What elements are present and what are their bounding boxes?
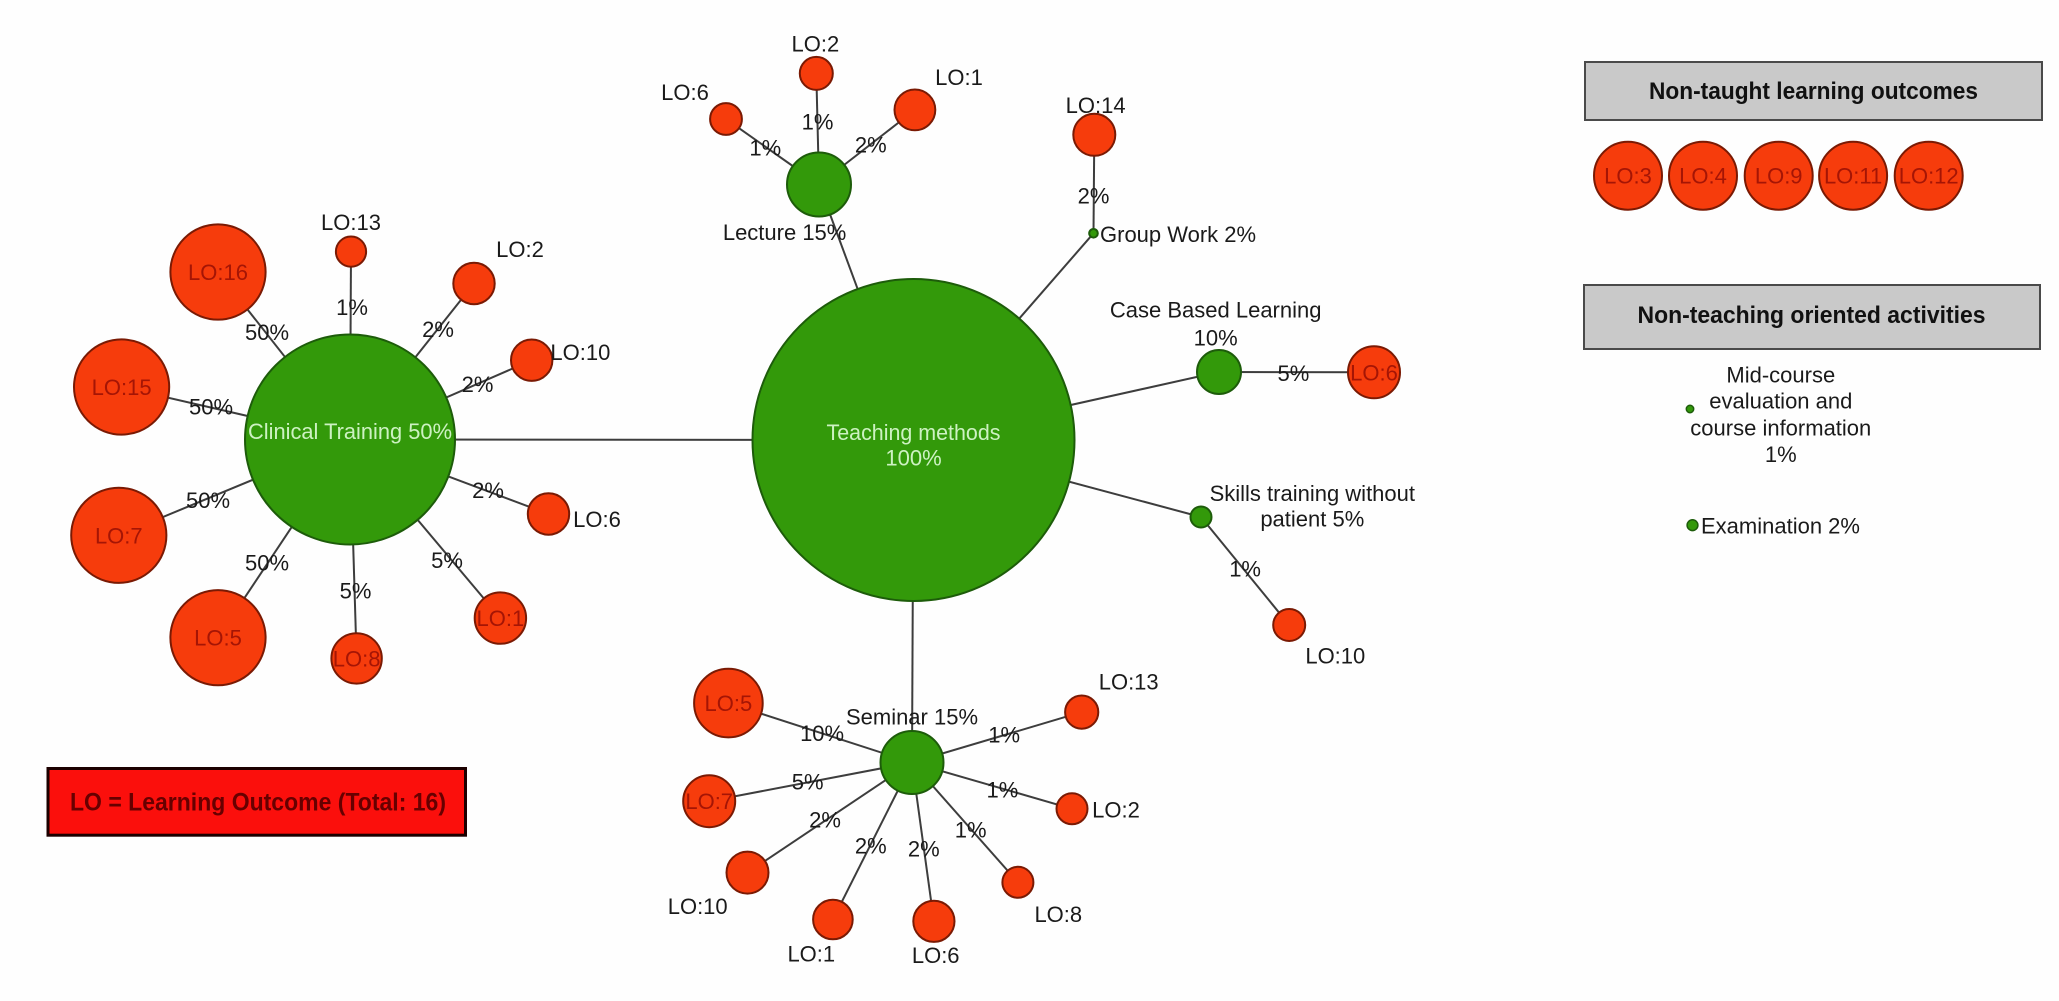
svg-text:LO:7: LO:7 [95,523,143,548]
svg-text:100%: 100% [885,446,941,471]
svg-text:5%: 5% [1278,361,1310,386]
svg-text:2%: 2% [462,372,494,397]
svg-text:LO:1: LO:1 [477,606,525,631]
svg-text:Non-taught learning outcomes: Non-taught learning outcomes [1649,78,1978,105]
svg-text:LO:5: LO:5 [705,691,753,716]
svg-text:1%: 1% [749,135,781,160]
svg-text:Teaching methods: Teaching methods [827,420,1001,445]
svg-text:Seminar 15%: Seminar 15% [846,705,978,730]
svg-text:LO:2: LO:2 [1092,798,1140,823]
svg-text:LO:6: LO:6 [1350,360,1398,385]
svg-text:10%: 10% [1194,326,1238,351]
svg-text:LO:8: LO:8 [333,646,381,671]
svg-text:LO:1: LO:1 [787,942,835,967]
svg-text:5%: 5% [431,548,463,573]
svg-text:50%: 50% [186,488,230,513]
svg-text:LO:4: LO:4 [1679,164,1727,189]
svg-text:evaluation and: evaluation and [1709,389,1852,414]
svg-text:2%: 2% [809,808,841,833]
svg-text:50%: 50% [245,551,289,576]
svg-text:LO:16: LO:16 [188,260,248,285]
svg-text:Clinical Training 50%: Clinical Training 50% [248,419,452,444]
svg-text:Mid-course: Mid-course [1726,362,1835,387]
svg-text:LO:11: LO:11 [1824,164,1882,189]
svg-text:5%: 5% [792,769,824,794]
svg-text:1%: 1% [802,109,834,134]
svg-text:Group Work 2%: Group Work 2% [1100,222,1256,247]
svg-text:LO:8: LO:8 [1034,902,1082,927]
svg-text:1%: 1% [987,778,1019,803]
svg-text:LO:10: LO:10 [1305,644,1365,669]
svg-text:2%: 2% [1078,183,1110,208]
svg-text:LO:9: LO:9 [1755,164,1803,189]
svg-text:2%: 2% [855,132,887,157]
svg-text:1%: 1% [336,295,368,320]
svg-text:50%: 50% [245,320,289,345]
svg-text:2%: 2% [472,478,504,503]
svg-text:LO:12: LO:12 [1899,164,1959,189]
svg-text:LO:14: LO:14 [1066,93,1126,118]
svg-text:5%: 5% [340,579,372,604]
svg-text:LO:5: LO:5 [194,626,242,651]
svg-text:LO:13: LO:13 [321,210,381,235]
svg-text:50%: 50% [189,395,233,420]
svg-text:LO:3: LO:3 [1604,164,1652,189]
svg-text:1%: 1% [988,723,1020,748]
svg-text:LO:1: LO:1 [935,65,983,90]
svg-text:Lecture 15%: Lecture 15% [723,220,847,245]
svg-text:1%: 1% [1765,442,1797,467]
svg-text:LO:2: LO:2 [496,237,544,262]
svg-text:LO:7: LO:7 [685,789,733,814]
svg-text:2%: 2% [908,837,940,862]
svg-text:LO:6: LO:6 [573,507,621,532]
svg-text:LO:6: LO:6 [912,943,960,968]
svg-text:course information: course information [1690,416,1871,441]
svg-text:LO:15: LO:15 [92,375,152,400]
svg-text:patient 5%: patient 5% [1260,506,1364,531]
svg-text:10%: 10% [800,721,844,746]
svg-text:2%: 2% [855,834,887,859]
svg-text:1%: 1% [1229,557,1261,582]
svg-text:2%: 2% [422,317,454,342]
svg-text:LO = Learning Outcome (Total:: LO = Learning Outcome (Total: 16) [70,789,446,817]
svg-text:LO:6: LO:6 [661,80,709,105]
svg-text:LO:10: LO:10 [550,340,610,365]
svg-text:LO:2: LO:2 [792,31,840,56]
svg-text:LO:13: LO:13 [1099,670,1159,695]
svg-text:Examination 2%: Examination 2% [1701,514,1860,539]
svg-text:Case Based Learning: Case Based Learning [1110,297,1322,322]
svg-text:Non-teaching oriented activiti: Non-teaching oriented activities [1638,302,1986,329]
svg-text:1%: 1% [955,817,987,842]
svg-text:LO:10: LO:10 [668,894,728,919]
svg-text:Skills training without: Skills training without [1210,481,1415,506]
